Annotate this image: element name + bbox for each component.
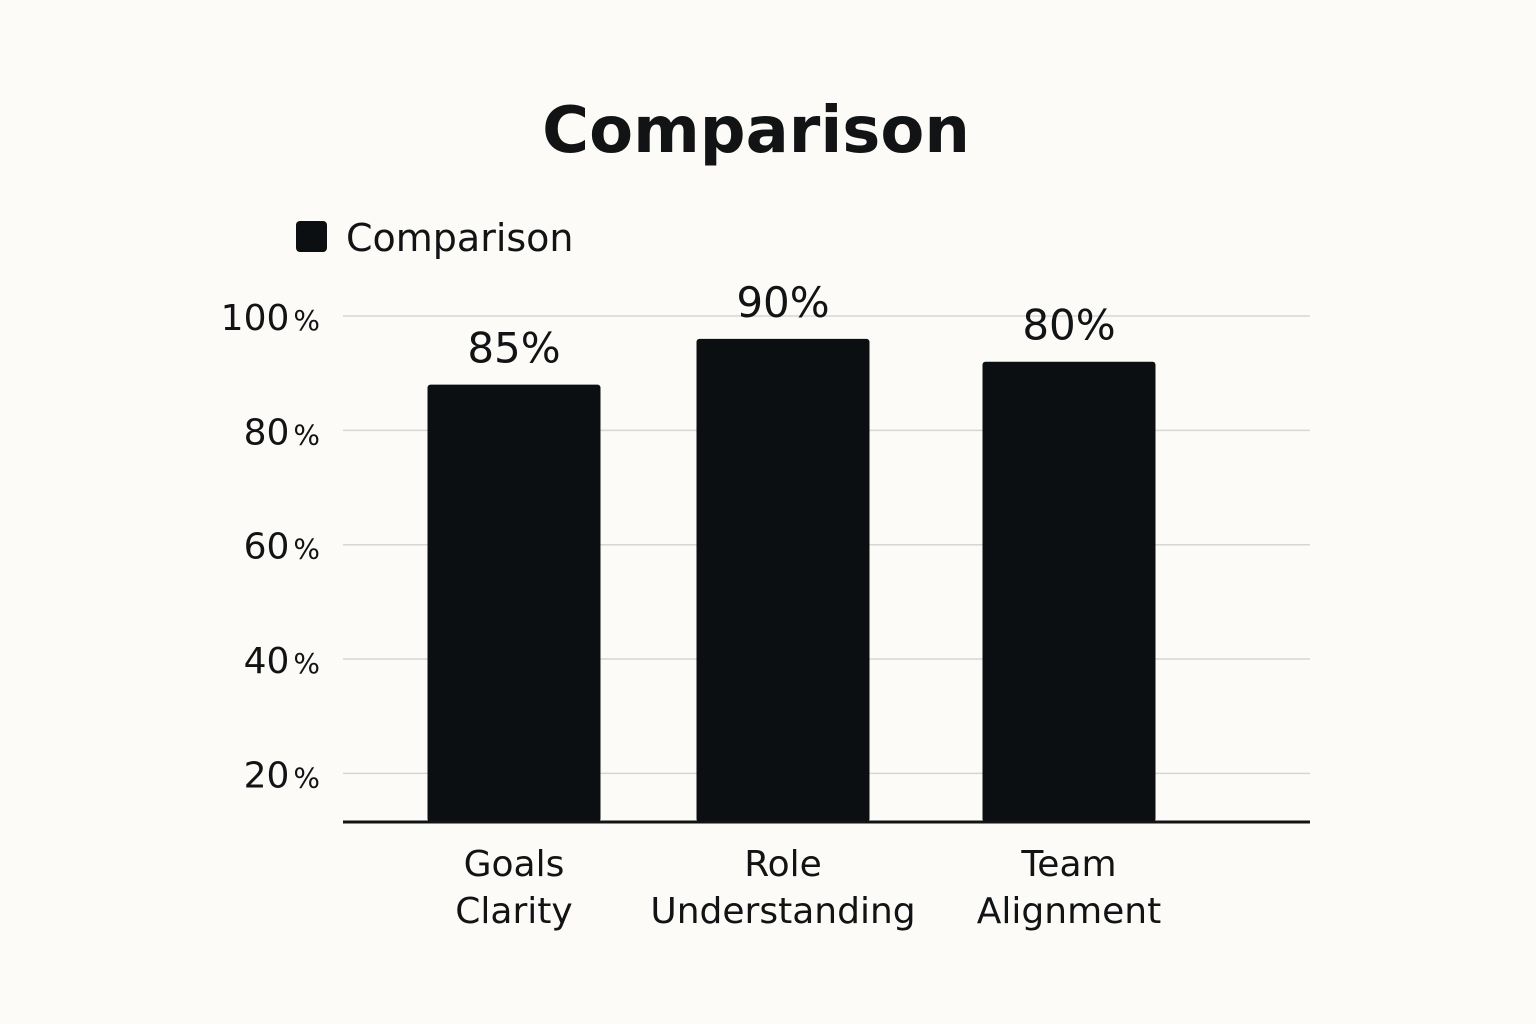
- legend-swatch: [296, 221, 327, 252]
- y-tick-label: 60%: [244, 527, 320, 568]
- x-tick-line: Role: [744, 844, 822, 885]
- y-tick-suffix: %: [293, 533, 320, 566]
- x-tick-line: Team: [1020, 844, 1116, 885]
- y-tick-label: 40%: [244, 641, 320, 682]
- y-tick-label: 80%: [244, 412, 320, 453]
- x-tick-label: Goals Clarity: [455, 844, 572, 932]
- bar: [696, 338, 870, 822]
- data-label: 90%: [736, 278, 829, 327]
- x-tick-line: Clarity: [455, 891, 572, 932]
- bar: [982, 361, 1156, 822]
- y-tick-suffix: %: [293, 418, 320, 451]
- data-label: 85%: [467, 324, 560, 373]
- y-tick-number: 20: [244, 755, 290, 796]
- data-labels: 85% 90% 80%: [467, 278, 1115, 373]
- legend: Comparison: [296, 216, 574, 260]
- y-axis-ticks: 20 %40 %60 %80 %100%: [221, 298, 320, 796]
- x-tick-line: Goals: [464, 844, 565, 885]
- y-tick-suffix: %: [293, 304, 320, 337]
- x-axis-ticks: Goals Clarity Role Understanding Team Alignme…: [455, 844, 1161, 932]
- y-tick-label: 100%: [221, 298, 320, 339]
- y-tick-label: 20%: [244, 755, 320, 796]
- y-tick-number: 100: [221, 298, 290, 339]
- y-tick-number: 40: [244, 641, 290, 682]
- legend-label: Comparison: [346, 216, 574, 260]
- y-tick-suffix: %: [293, 761, 320, 794]
- y-tick-suffix: %: [293, 647, 320, 680]
- chart-title: Comparison: [542, 94, 970, 168]
- y-tick-number: 60: [244, 527, 290, 568]
- y-tick-number: 80: [244, 412, 290, 453]
- x-tick-label: Role Understanding: [650, 844, 915, 932]
- bars: [427, 338, 1156, 822]
- x-tick-label: Team Alignment: [977, 844, 1161, 932]
- bar: [427, 384, 601, 822]
- x-tick-line: Understanding: [650, 891, 915, 932]
- data-label: 80%: [1022, 301, 1115, 350]
- x-tick-line: Alignment: [977, 891, 1161, 932]
